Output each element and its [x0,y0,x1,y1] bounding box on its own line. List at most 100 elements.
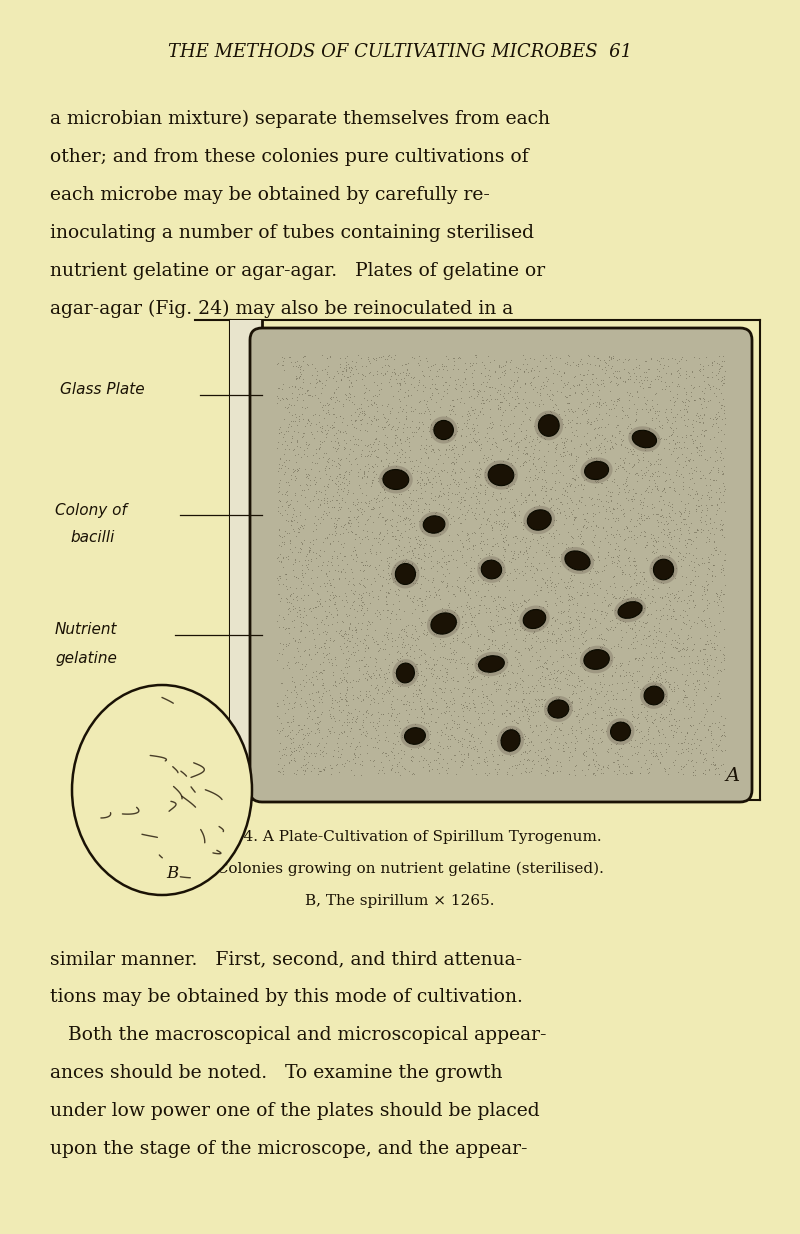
Point [578,674,590,694]
Point [422,417,434,437]
Point [577,365,590,385]
Point [416,591,429,611]
Point [389,526,402,545]
Point [294,502,306,522]
Point [578,401,591,421]
Point [380,595,393,615]
Point [392,381,405,401]
Point [382,750,395,770]
Point [696,663,709,682]
Point [716,389,729,408]
Point [630,349,642,369]
Point [338,582,351,602]
Point [690,442,703,462]
Point [432,532,445,552]
Point [422,508,434,528]
Point [476,523,489,543]
Point [392,642,405,661]
Point [364,555,377,575]
Point [592,517,605,537]
Point [506,601,519,621]
Point [481,432,494,452]
Point [580,434,593,454]
Point [437,482,450,502]
Point [359,638,372,658]
Point [326,655,338,675]
Point [405,750,418,770]
Point [465,558,478,578]
Point [319,443,332,463]
Point [622,589,634,608]
Point [562,346,574,365]
Point [281,655,294,675]
Point [380,669,393,689]
Point [709,441,722,460]
Point [714,358,726,378]
Point [361,569,374,589]
Point [326,661,339,681]
Point [716,521,729,540]
Point [418,401,431,421]
Point [426,374,438,394]
Point [463,731,476,750]
Point [666,431,679,450]
Point [323,561,336,581]
Point [457,536,470,555]
Point [386,522,398,542]
Point [569,470,582,490]
Point [550,510,562,529]
Point [471,466,484,486]
Point [368,466,381,486]
Point [578,508,591,528]
Point [702,719,714,739]
Point [710,365,722,385]
Point [389,538,402,558]
Point [273,490,286,510]
Point [639,362,652,381]
Point [591,665,604,685]
Point [638,522,651,542]
Point [352,466,365,486]
Point [712,402,725,422]
Point [711,686,724,706]
Point [358,464,370,484]
Point [458,677,471,697]
Point [371,485,384,505]
Point [311,707,324,727]
Point [357,703,370,723]
Point [579,555,592,575]
Point [609,663,622,682]
Point [519,740,532,760]
Point [578,508,591,528]
Point [463,580,476,600]
Point [350,737,363,756]
Point [486,622,498,642]
Point [593,502,606,522]
Point [486,417,498,437]
Point [333,406,346,426]
Point [591,424,604,444]
Point [431,379,444,399]
Point [662,495,674,515]
Point [355,587,368,607]
Point [637,680,650,700]
Point [594,449,606,469]
Point [331,363,344,383]
Point [714,591,727,611]
Point [615,712,628,732]
Point [515,401,528,421]
Point [461,718,474,738]
Point [502,679,514,698]
Point [645,642,658,661]
Point [522,485,534,505]
Point [331,531,344,550]
Point [426,649,439,669]
Point [630,587,643,607]
Point [466,441,478,460]
Point [691,406,704,426]
Point [678,501,691,521]
Point [505,722,518,742]
Point [422,754,434,774]
Point [615,621,628,640]
Point [541,405,554,424]
